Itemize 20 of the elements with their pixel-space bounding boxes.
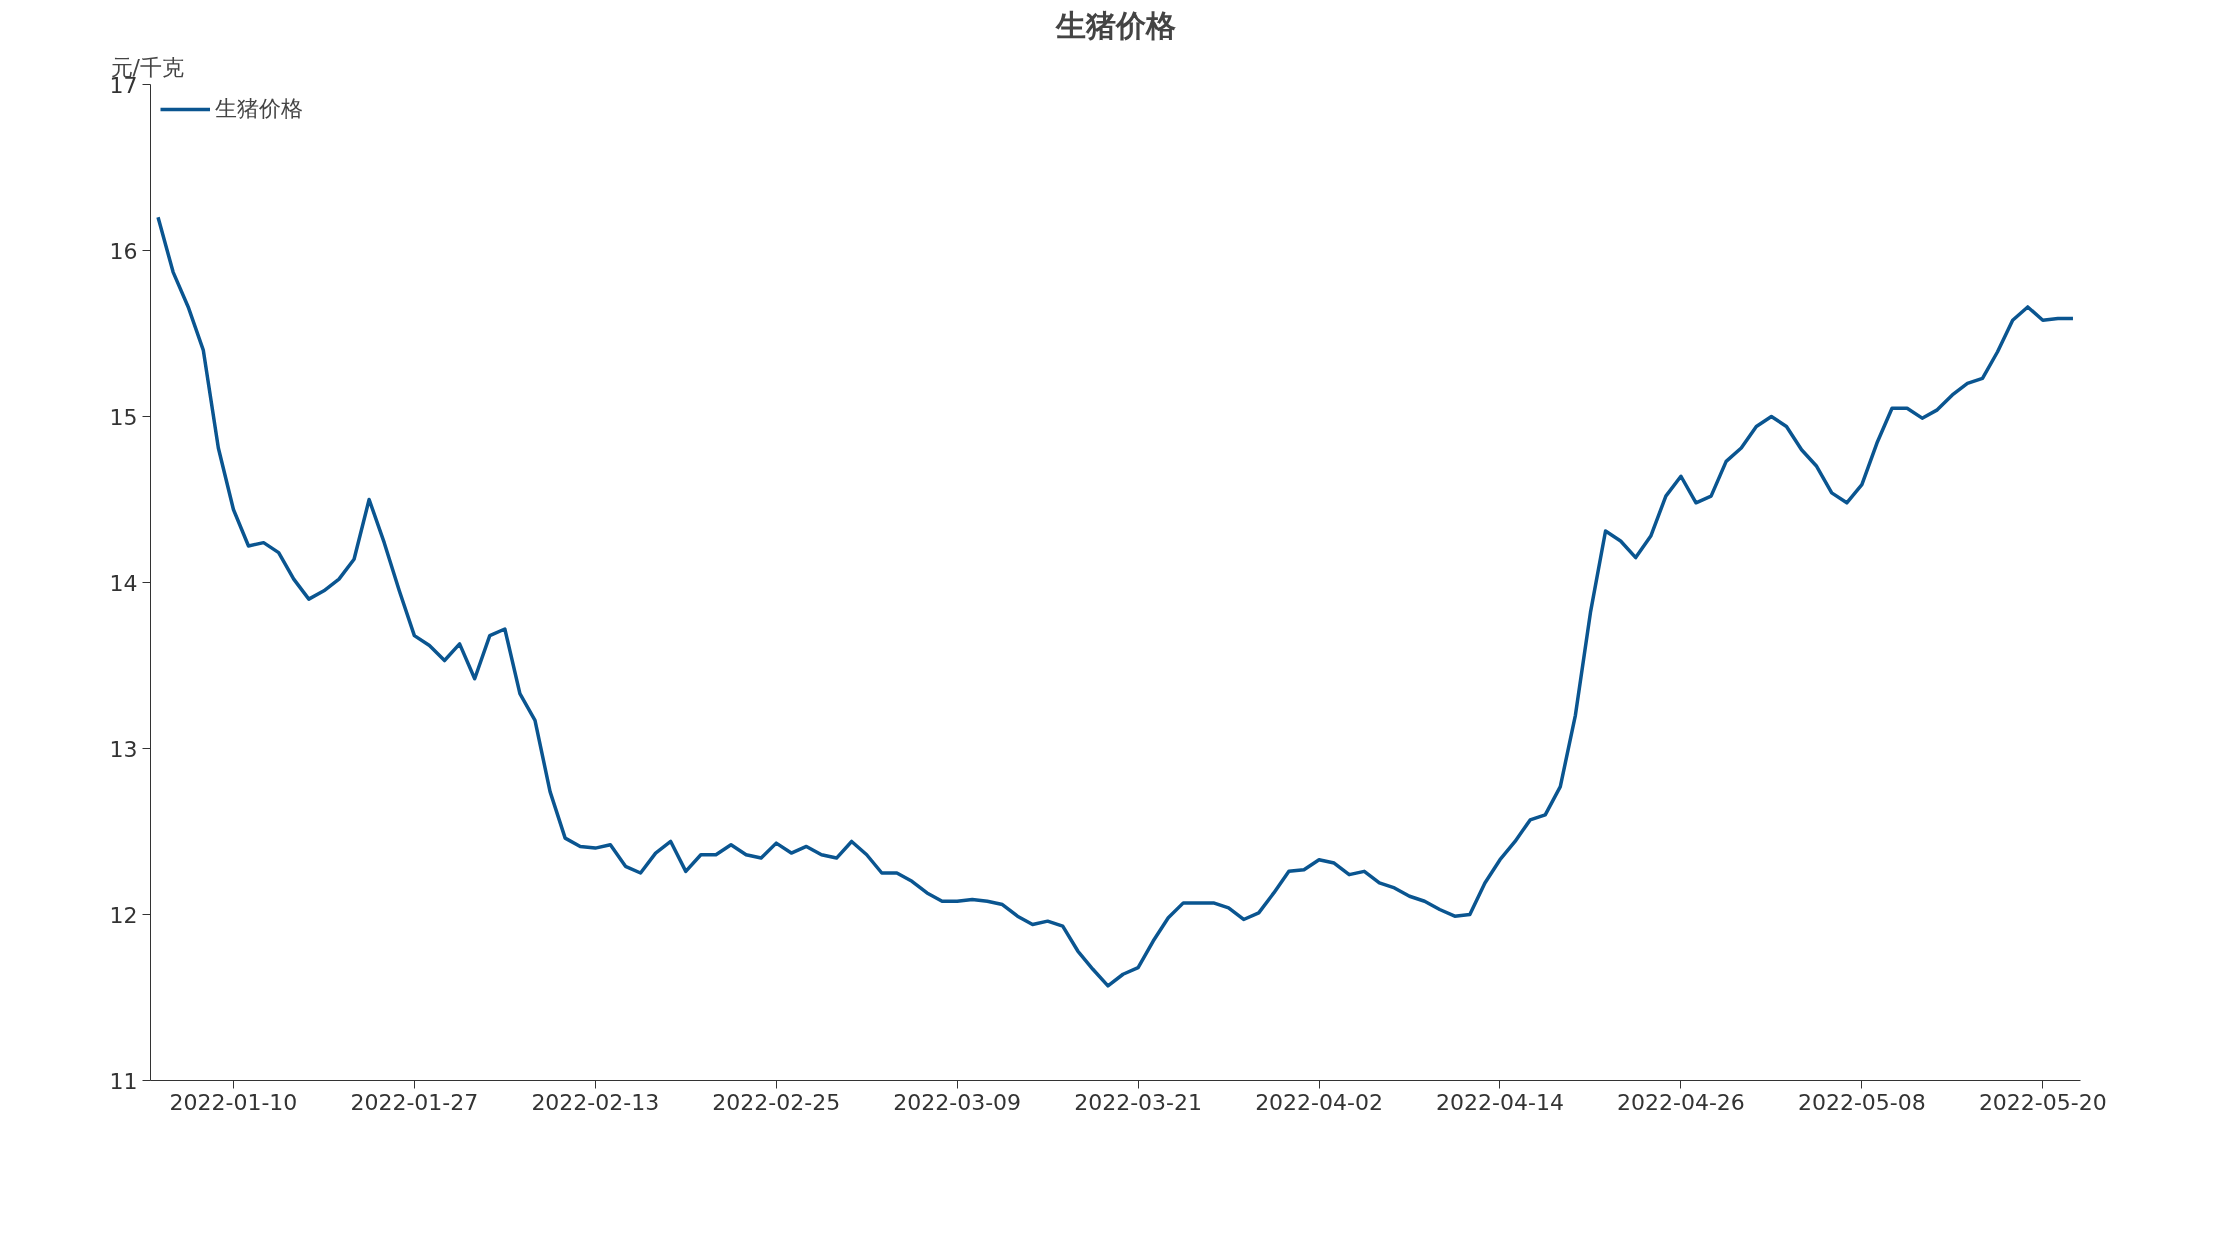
line-series bbox=[156, 215, 2075, 988]
y-tick-label: 15 bbox=[109, 404, 138, 430]
y-tick-label: 14 bbox=[109, 570, 138, 596]
y-tick-label: 11 bbox=[109, 1068, 138, 1094]
x-tick-label: 2022-02-13 bbox=[531, 1089, 660, 1115]
x-tick-label: 2022-04-14 bbox=[1436, 1089, 1564, 1115]
x-tick-label: 2022-03-21 bbox=[1074, 1089, 1203, 1115]
y-tick-label: 13 bbox=[109, 736, 138, 762]
x-tick-label: 2022-01-10 bbox=[169, 1089, 298, 1115]
x-tick-label: 2022-02-25 bbox=[712, 1089, 841, 1115]
x-tick-label: 2022-05-08 bbox=[1797, 1089, 1926, 1115]
x-tick-label: 2022-04-26 bbox=[1617, 1089, 1745, 1115]
y-tick-label: 12 bbox=[109, 902, 138, 928]
chart-title: 生猪价格 bbox=[1054, 7, 1176, 43]
y-tick-label: 16 bbox=[109, 238, 138, 264]
x-tick-label: 2022-05-20 bbox=[1978, 1089, 2107, 1115]
x-tick-label: 2022-03-09 bbox=[893, 1089, 1022, 1115]
legend-label: 生猪价格 bbox=[215, 95, 303, 123]
x-tick-label: 2022-01-27 bbox=[350, 1089, 479, 1115]
x-tick-label: 2022-04-02 bbox=[1255, 1089, 1383, 1115]
